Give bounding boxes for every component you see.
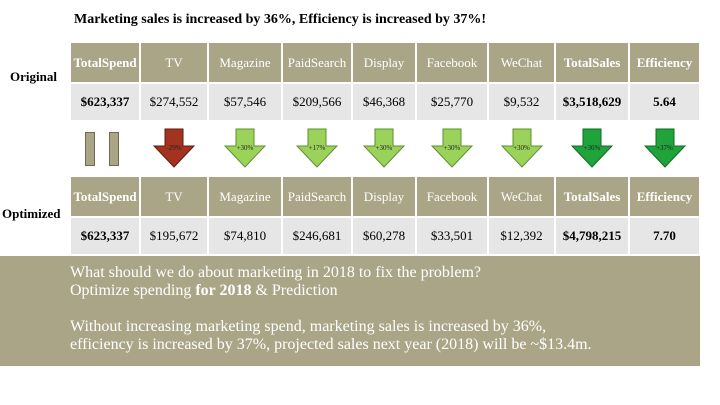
pause-bar-left (85, 132, 95, 166)
row-label-original: Original (10, 69, 57, 84)
arrow-label: -29% (166, 144, 182, 152)
panel-action-suffix: & Prediction (251, 282, 338, 299)
original-value-3: $209,566 (283, 84, 351, 120)
arrow-label: +30% (236, 144, 254, 152)
original-header-line1: Magazine (219, 55, 271, 70)
original-header-line1: Facebook (426, 55, 478, 70)
original-header-1: TV (141, 43, 207, 82)
arrow-label: +30% (375, 144, 393, 152)
optimized-header-1: TV (141, 177, 207, 216)
panel-result-2: efficiency is increased by 37%, projecte… (70, 336, 592, 353)
panel-question: What should we do about marketing in 201… (70, 264, 482, 281)
original-header-line1: Display (363, 55, 405, 70)
optimized-header-2: Magazine (209, 177, 281, 216)
original-header-6: WeChat (489, 43, 554, 82)
optimized-header-line2: Search (310, 189, 347, 204)
optimized-header-0: Total Spend (71, 177, 139, 216)
optimized-header-line2: Sales (592, 189, 621, 204)
panel-action: Optimize spending for 2018 & Prediction (70, 282, 700, 300)
optimized-header-line1: Efficiency (636, 189, 693, 204)
optimized-header-8: Efficiency (630, 177, 699, 216)
arrow-down-icon: +37% (643, 128, 686, 168)
optimized-header-line1: Total (563, 189, 593, 204)
optimized-value-2: $74,810 (209, 218, 281, 254)
original-header-line2: Spend (101, 55, 137, 70)
optimized-header-line2: Spend (101, 189, 137, 204)
optimized-value-1: $195,672 (141, 218, 207, 254)
optimized-header-6: WeChat (489, 177, 554, 216)
pause-bar-right (109, 132, 119, 166)
panel-action-prefix: Optimize spending (70, 282, 196, 299)
optimized-header-line1: Facebook (426, 189, 478, 204)
row-label-optimized: Optimized (2, 206, 61, 221)
optimized-header-7: Total Sales (556, 177, 628, 216)
arrow-label: +30% (513, 144, 530, 152)
original-header-4: Display (353, 43, 415, 82)
panel-action-bold: for 2018 (195, 282, 252, 299)
headline: Marketing sales is increased by 36%, Eff… (74, 12, 487, 27)
optimized-table: Total Spend TV Magazine Paid Search Display Fac… (71, 177, 699, 254)
original-value-7: $3,518,629 (556, 84, 628, 120)
optimized-value-8: 7.70 (630, 218, 699, 254)
arrow-down-icon: +30% (500, 128, 543, 168)
original-value-2: $57,546 (209, 84, 281, 120)
optimized-header-line1: Paid (287, 189, 311, 204)
original-header-5: Facebook (417, 43, 487, 82)
original-header-3: Paid Search (283, 43, 351, 82)
arrow-label: +30% (443, 144, 461, 152)
original-header-0: Total Spend (71, 43, 139, 82)
optimized-header-5: Facebook (417, 177, 487, 216)
original-header-7: Total Sales (556, 43, 628, 82)
summary-panel: What should we do about marketing in 201… (0, 256, 700, 366)
arrow-down-icon: +30% (431, 128, 473, 168)
original-header-line1: WeChat (500, 55, 543, 70)
original-table: Total Spend TV Magazine Paid Search Display Fac… (71, 43, 699, 120)
original-header-8: Efficiency (630, 43, 699, 82)
optimized-value-4: $60,278 (353, 218, 415, 254)
original-header-line1: Total (73, 55, 102, 70)
original-header-line2: Search (310, 55, 347, 70)
original-header-line1: Efficiency (636, 55, 693, 70)
original-header-line2: Sales (592, 55, 621, 70)
optimized-header-line1: TV (165, 189, 183, 204)
original-value-5: $25,770 (417, 84, 487, 120)
original-header-line1: Total (563, 55, 593, 70)
arrow-down-icon: +17% (296, 128, 338, 168)
optimized-header-line1: WeChat (500, 189, 543, 204)
arrow-label: +36% (583, 144, 601, 152)
arrow-down-icon: -29% (153, 128, 195, 168)
optimized-value-6: $12,392 (489, 218, 554, 254)
optimized-header-4: Display (353, 177, 415, 216)
arrow-down-icon: +30% (224, 128, 266, 168)
original-value-0: $623,337 (71, 84, 139, 120)
optimized-header-3: Paid Search (283, 177, 351, 216)
arrow-down-icon: +36% (571, 128, 613, 168)
optimized-header-line1: Display (363, 189, 405, 204)
original-value-1: $274,552 (141, 84, 207, 120)
original-value-6: $9,532 (489, 84, 554, 120)
original-header-line1: TV (165, 55, 183, 70)
arrow-label: +17% (308, 144, 326, 152)
optimized-value-0: $623,337 (71, 218, 139, 254)
original-header-2: Magazine (209, 43, 281, 82)
optimized-value-5: $33,501 (417, 218, 487, 254)
original-header-line1: Paid (287, 55, 311, 70)
arrow-label: +37% (656, 144, 673, 152)
original-value-4: $46,368 (353, 84, 415, 120)
original-value-8: 5.64 (630, 84, 699, 120)
panel-result-1: Without increasing marketing spend, mark… (70, 318, 547, 335)
arrow-down-icon: +30% (363, 128, 405, 168)
change-arrows: -29% +30% +17% +30% +30% +30% +36% +37% (71, 128, 701, 172)
optimized-value-3: $246,681 (283, 218, 351, 254)
optimized-value-7: $4,798,215 (556, 218, 628, 254)
optimized-header-line1: Total (73, 189, 102, 204)
optimized-header-line1: Magazine (219, 189, 271, 204)
